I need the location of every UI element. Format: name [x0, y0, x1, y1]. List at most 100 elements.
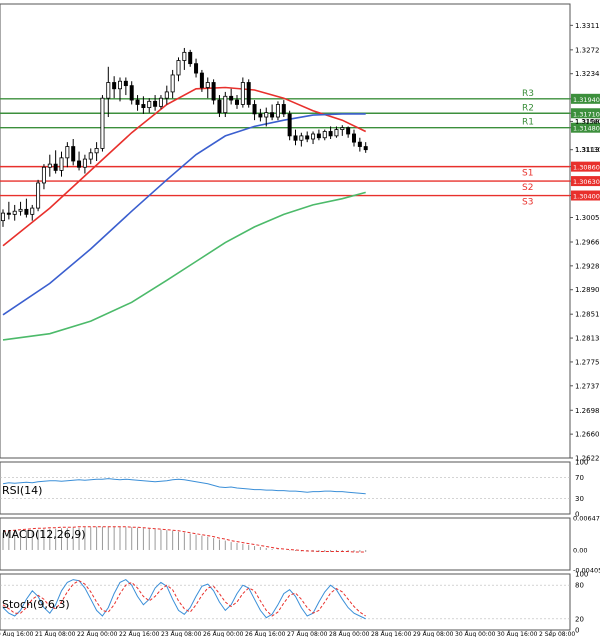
level-price-label-S3: 1.30400	[573, 193, 600, 201]
candle-body	[334, 129, 339, 137]
candle-body	[258, 113, 263, 118]
candle-body	[217, 99, 222, 114]
price-tick-label: 1.28900	[575, 286, 600, 294]
candle-body	[71, 146, 76, 162]
rsi-tick-label: 30	[575, 495, 584, 503]
time-tick-label: 26 Aug 16:00	[245, 631, 286, 637]
candle-body	[153, 100, 158, 107]
level-price-box-R1	[571, 122, 600, 133]
panel-frame-1	[0, 461, 571, 515]
level-price-box-S1	[571, 161, 600, 172]
price-marker-label: 1.31130	[575, 146, 600, 154]
candle-body	[305, 135, 310, 140]
candle-body	[30, 207, 35, 215]
candle-body	[100, 97, 105, 149]
candle-body	[53, 163, 58, 171]
price-tick-label: 1.28510	[575, 311, 600, 319]
candle-body	[240, 82, 245, 105]
price-tick-label: 1.28130	[575, 335, 600, 343]
time-tick-label: 21 Aug 08:00	[35, 631, 76, 637]
candle-body	[316, 133, 321, 139]
rsi-tick-label: 0	[575, 511, 579, 519]
candle-body	[199, 72, 204, 88]
level-price-label-S2: 1.30630	[573, 178, 600, 186]
candle-body	[129, 85, 134, 101]
moving-average-line-1	[2, 113, 366, 316]
price-tick-label: 1.29660	[575, 238, 600, 246]
price-tick-label: 1.31130	[575, 146, 600, 154]
candle-body	[36, 182, 41, 209]
panel-frame-3	[0, 573, 571, 631]
level-name-S1: S1	[522, 169, 533, 179]
candle-body	[65, 146, 70, 159]
moving-average-line-0	[2, 86, 367, 247]
level-price-box-S3	[571, 190, 600, 201]
time-tick-label: 22 Aug 16:00	[119, 631, 160, 637]
time-tick-label: 28 Aug 16:00	[371, 631, 412, 637]
candle-body	[94, 148, 99, 154]
candle-body	[223, 95, 228, 114]
macd-tick-label: 0.00647	[573, 515, 600, 523]
panel-frame-0	[0, 3, 571, 459]
macd-tick-label: 0.00	[573, 546, 587, 554]
time-tick-label: 26 Aug 00:00	[203, 631, 244, 637]
price-tick-label: 1.26220	[575, 455, 600, 463]
level-price-label-R3: 1.31940	[573, 96, 600, 104]
stoch-tick-label: 80	[575, 582, 584, 590]
time-tick-label: 27 Aug 08:00	[287, 631, 328, 637]
candle-body	[6, 212, 11, 215]
candle-body	[311, 133, 316, 140]
level-price-label-S1: 1.30860	[573, 164, 600, 172]
candle-body	[106, 82, 111, 99]
candle-body	[363, 146, 368, 151]
time-tick-label: 30 Aug 16:00	[497, 631, 538, 637]
panel-frame-2	[0, 517, 571, 571]
price-tick-label: 1.31580	[575, 118, 600, 126]
candle-body	[188, 51, 193, 65]
candle-body	[205, 82, 210, 88]
rsi-line	[2, 478, 366, 495]
price-tick-label: 1.30050	[575, 214, 600, 222]
candle-body	[252, 104, 257, 115]
level-price-label-R2: 1.31710	[573, 110, 600, 118]
candle-body	[88, 152, 93, 160]
candle-body	[270, 112, 275, 118]
candle-body	[194, 63, 199, 74]
level-price-box-R2	[571, 108, 600, 119]
candle-body	[158, 97, 163, 107]
candle-body	[264, 112, 269, 118]
candle-body	[41, 166, 46, 184]
candle-body	[82, 158, 87, 168]
time-tick-label: 23 Aug 08:00	[161, 631, 202, 637]
candle-body	[170, 74, 175, 93]
candle-body	[281, 104, 286, 115]
level-name-S2: S2	[522, 183, 533, 193]
candle-body	[18, 208, 23, 212]
stoch-label: Stoch(9,6,3)	[2, 598, 70, 611]
candle-body	[59, 157, 64, 171]
candle-body	[211, 82, 216, 101]
rsi-tick-label: 100	[575, 459, 588, 467]
candle-body	[24, 208, 29, 215]
candle-body	[118, 80, 123, 90]
candle-body	[234, 99, 239, 105]
time-tick-label: 20 Aug 16:00	[0, 631, 34, 637]
price-tick-label: 1.32720	[575, 46, 600, 54]
moving-average-line-2	[2, 191, 366, 341]
rsi-label: RSI(14)	[2, 484, 42, 497]
price-tick-label: 1.27370	[575, 382, 600, 390]
time-tick-label: 28 Aug 00:00	[329, 631, 370, 637]
level-name-S3: S3	[522, 198, 533, 208]
time-tick-label: 2 Sep 08:00	[539, 631, 575, 637]
candle-body	[357, 141, 362, 147]
candle-body	[141, 104, 146, 109]
candle-body	[246, 82, 251, 105]
macd-signal-line	[2, 526, 366, 553]
price-tick-label: 1.29280	[575, 262, 600, 270]
stoch-k-line	[2, 578, 366, 620]
price-tick-label: 1.26600	[575, 431, 600, 439]
candle-body	[322, 131, 327, 139]
level-name-R2: R2	[522, 103, 534, 113]
candle-body	[287, 113, 292, 137]
